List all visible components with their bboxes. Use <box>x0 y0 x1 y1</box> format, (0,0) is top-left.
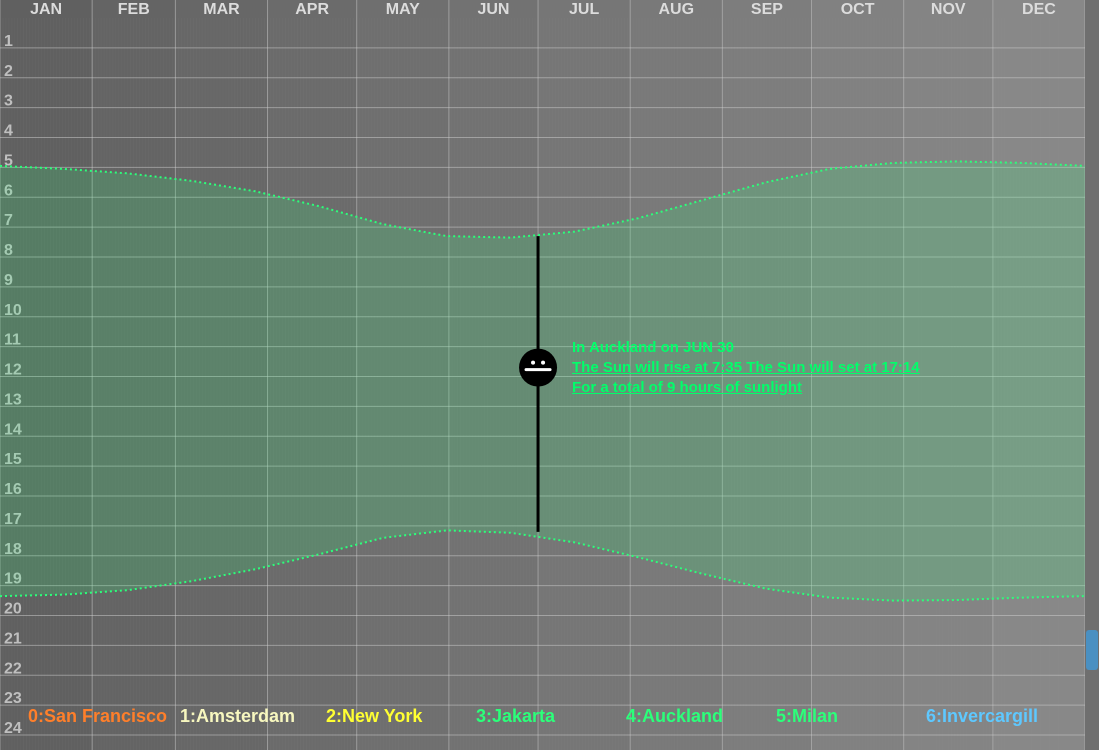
legend-item[interactable]: 5:Milan <box>776 706 838 727</box>
legend-item[interactable]: 4:Auckland <box>626 706 723 727</box>
scrollbar-thumb[interactable] <box>1086 630 1098 670</box>
legend-item[interactable]: 1:Amsterdam <box>180 706 295 727</box>
hour-label: 23 <box>4 690 22 707</box>
hour-label: 1 <box>4 33 13 50</box>
month-label: JAN <box>30 1 62 18</box>
cursor-marker[interactable] <box>519 349 557 387</box>
hour-label: 22 <box>4 660 22 677</box>
legend-item[interactable]: 6:Invercargill <box>926 706 1038 727</box>
hour-label: 24 <box>4 720 22 737</box>
month-label: FEB <box>118 1 150 18</box>
month-label: MAR <box>203 1 240 18</box>
month-label: AUG <box>658 1 694 18</box>
month-label: APR <box>295 1 329 18</box>
hour-label: 21 <box>4 630 22 647</box>
legend-item[interactable]: 0:San Francisco <box>28 706 167 727</box>
daylight-chart[interactable]: JANFEBMARAPRMAYJUNJULAUGSEPOCTNOVDEC1234… <box>0 0 1099 750</box>
legend-item[interactable]: 3:Jakarta <box>476 706 555 727</box>
hour-label: 20 <box>4 601 22 618</box>
month-label: OCT <box>841 1 875 18</box>
month-label: NOV <box>931 1 966 18</box>
hour-label: 3 <box>4 93 13 110</box>
month-label: DEC <box>1022 1 1056 18</box>
month-label: SEP <box>751 1 783 18</box>
month-label: MAY <box>386 1 420 18</box>
legend-item[interactable]: 2:New York <box>326 706 422 727</box>
month-label: JUL <box>569 1 599 18</box>
hour-label: 4 <box>4 123 13 140</box>
hour-label: 2 <box>4 63 13 80</box>
month-label: JUN <box>477 1 509 18</box>
